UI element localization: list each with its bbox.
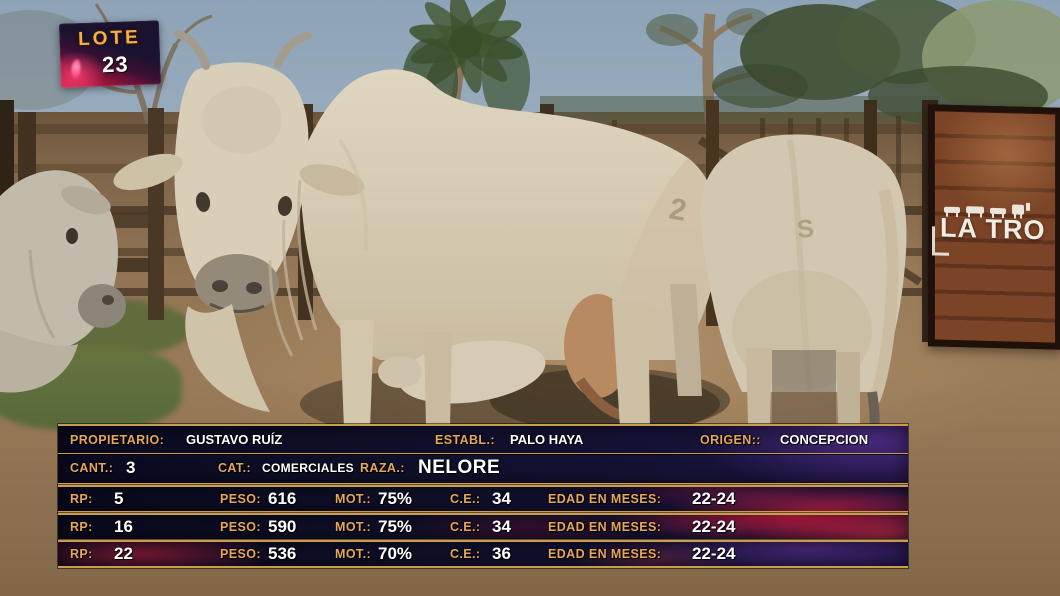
ce-value: 36 — [492, 544, 511, 563]
peso-value: 536 — [268, 544, 297, 563]
rp-value: 22 — [114, 544, 133, 563]
bull-center: 2 — [113, 30, 719, 412]
ce-value: 34 — [492, 489, 511, 508]
mot-label: MOT.: — [335, 492, 372, 506]
foliage — [646, 14, 698, 46]
rp-label: RP: — [70, 520, 93, 534]
rp-label: RP: — [70, 547, 93, 561]
propietario-label: PROPIETARIO: — [70, 433, 165, 447]
edad-value: 22-24 — [692, 544, 736, 563]
ce-label: C.E.: — [450, 547, 481, 561]
animal-row-3: RP: 22 PESO: 536 MOT.: 70% C.E.: 36 EDAD… — [58, 540, 908, 568]
brand-letter-right: S — [796, 214, 816, 244]
edad-label: EDAD EN MESES: — [548, 547, 662, 561]
ce-label: C.E.: — [450, 520, 481, 534]
mot-value: 70% — [378, 544, 413, 563]
propietario-value: GUSTAVO RUÍZ — [186, 432, 283, 447]
origen-label: ORIGEN:: — [700, 433, 761, 447]
la-troja-billboard: LA TRO — [928, 104, 1060, 350]
edad-label: EDAD EN MESES: — [548, 520, 662, 534]
brand-number-center: 2 — [667, 192, 689, 227]
peso-label: PESO: — [220, 492, 261, 506]
lote-badge: LOTE 23 — [58, 20, 162, 88]
bull-left-head — [0, 170, 126, 393]
lote-label: LOTE — [77, 26, 142, 51]
origen-value: CONCEPCION — [780, 432, 869, 447]
calf-head — [378, 356, 422, 388]
la-troja-logo-text: LA TRO — [940, 212, 1046, 246]
establ-value: PALO HAYA — [510, 432, 584, 447]
mot-value: 75% — [378, 517, 413, 536]
ce-value: 34 — [492, 517, 511, 536]
animal-row-2: RP: 16 PESO: 590 MOT.: 75% C.E.: 34 EDAD… — [58, 513, 908, 541]
rp-value: 16 — [114, 517, 133, 536]
raza-label: RAZA.: — [360, 461, 405, 475]
lot-info-row: CANT.: 3 CAT.: COMERCIALES RAZA.: NELORE — [58, 454, 908, 482]
peso-value: 616 — [268, 489, 297, 508]
gold-divider — [58, 453, 908, 454]
mot-value: 75% — [378, 489, 413, 508]
mot-label: MOT.: — [335, 520, 372, 534]
owner-row: PROPIETARIO: GUSTAVO RUÍZ ESTABL.: PALO … — [58, 426, 908, 454]
edad-label: EDAD EN MESES: — [548, 492, 662, 506]
cant-label: CANT.: — [70, 461, 114, 475]
cat-label: CAT.: — [218, 461, 252, 475]
peso-label: PESO: — [220, 547, 261, 561]
cat-value: COMERCIALES — [262, 461, 354, 475]
peso-value: 590 — [268, 517, 297, 536]
info-panel-header: PROPIETARIO: GUSTAVO RUÍZ ESTABL.: PALO … — [58, 424, 908, 485]
edad-value: 22-24 — [692, 517, 736, 536]
peso-label: PESO: — [220, 520, 261, 534]
cattle-drive-silhouette-icon — [944, 202, 1030, 219]
edad-value: 22-24 — [692, 489, 736, 508]
raza-value: NELORE — [418, 457, 501, 478]
bull-legs — [340, 284, 860, 430]
animal-row-1: RP: 5 PESO: 616 MOT.: 75% C.E.: 34 EDAD … — [58, 485, 908, 513]
mot-label: MOT.: — [335, 547, 372, 561]
establ-label: ESTABL.: — [435, 433, 495, 447]
cant-value: 3 — [126, 458, 136, 477]
ce-label: C.E.: — [450, 492, 481, 506]
rp-value: 5 — [114, 489, 124, 508]
rp-label: RP: — [70, 492, 93, 506]
logo-corner-bracket — [932, 226, 949, 256]
